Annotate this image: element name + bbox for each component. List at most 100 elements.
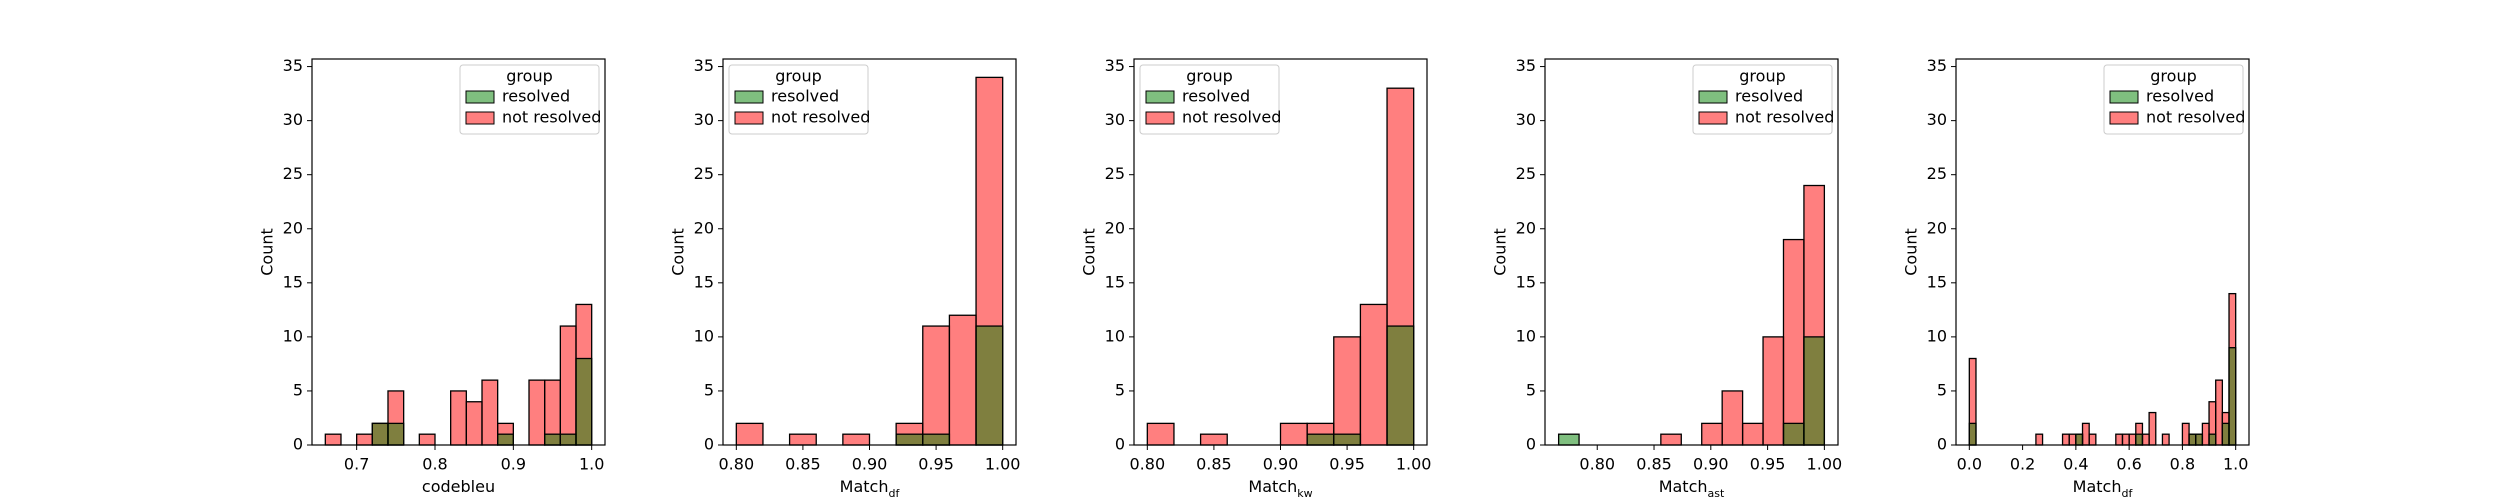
bar [559, 325, 577, 446]
y-axis-label: Count [1491, 228, 1510, 276]
bar [2181, 422, 2190, 446]
bar [481, 379, 499, 446]
y-tick-label: 20 [1105, 218, 1125, 237]
x-tick-label: 0.90 [1263, 455, 1299, 474]
y-tick-label: 5 [1115, 380, 1125, 399]
y-axis-label: Count [258, 228, 277, 276]
x-tick-label: 0.85 [1196, 455, 1232, 474]
y-tick-label: 20 [694, 218, 714, 237]
x-axis-label-main: codebleu [422, 477, 495, 496]
legend-label: not resolved [1735, 108, 1834, 127]
y-tick-label: 10 [1516, 326, 1536, 345]
x-axis-label-main: Match [840, 477, 889, 496]
y-tick-label: 35 [283, 56, 303, 75]
y-tick-label: 35 [694, 56, 714, 75]
x-tick-label: 0.2 [2010, 455, 2035, 474]
legend-box [459, 64, 600, 135]
bar [1557, 433, 1580, 446]
bar [1803, 336, 1826, 446]
y-tick-label: 10 [1927, 326, 1947, 345]
y-tick-label: 15 [1105, 272, 1125, 291]
x-axis-label-main: Match [1248, 477, 1297, 496]
x-tick-label: 1.00 [1807, 455, 1843, 474]
legend-title: group [2150, 67, 2196, 86]
legend-title: group [1739, 67, 1785, 86]
bar [2068, 433, 2077, 446]
y-tick-label: 15 [283, 272, 303, 291]
y-tick-label: 5 [1526, 380, 1536, 399]
bar [1660, 433, 1682, 446]
y-tick-label: 25 [1105, 164, 1125, 183]
legend-label: resolved [2146, 87, 2214, 106]
y-tick-label: 0 [293, 435, 303, 454]
y-tick-label: 35 [1105, 56, 1125, 75]
x-axis-label-sub: ast [1708, 487, 1725, 500]
legend-swatch [1698, 111, 1728, 125]
legend-box [2103, 64, 2244, 135]
x-tick-label: 1.00 [1396, 455, 1432, 474]
legend-title: group [1186, 67, 1232, 86]
legend-box [728, 64, 869, 135]
y-tick-label: 15 [1516, 272, 1536, 291]
x-tick-label: 0.4 [2063, 455, 2088, 474]
bar [356, 433, 373, 446]
legend-label: resolved [502, 87, 570, 106]
bar [2075, 433, 2084, 446]
x-axis-label-sub: df [888, 487, 900, 500]
legend-swatch [2109, 90, 2139, 104]
y-tick-label: 30 [694, 110, 714, 129]
legend-label: not resolved [1182, 108, 1281, 127]
x-tick-label: 0.0 [1957, 455, 1982, 474]
bar [2128, 433, 2137, 446]
bar [2221, 422, 2230, 446]
bar [788, 433, 817, 446]
x-tick-label: 0.95 [1750, 455, 1786, 474]
y-axis-label: Count [669, 228, 688, 276]
y-tick-label: 30 [1105, 110, 1125, 129]
axes-frame [311, 58, 606, 446]
y-tick-label: 20 [1516, 218, 1536, 237]
y-tick-label: 15 [694, 272, 714, 291]
bar [1306, 433, 1335, 446]
x-tick-label: 0.95 [1329, 455, 1365, 474]
bar [1762, 336, 1785, 446]
bar [2121, 433, 2130, 446]
bar [1333, 336, 1362, 446]
axes-frame [1955, 58, 2250, 446]
legend-label: not resolved [502, 108, 601, 127]
bar [948, 314, 977, 446]
axes-frame [1544, 58, 1839, 446]
legend-swatch [1698, 90, 1728, 104]
legend-box [1139, 64, 1280, 135]
x-axis-label: Matchdf [2073, 477, 2134, 500]
y-tick-label: 5 [1937, 380, 1947, 399]
bar [2195, 433, 2204, 446]
x-tick-label: 0.95 [918, 455, 954, 474]
legend-label: resolved [1182, 87, 1250, 106]
y-tick-label: 25 [1516, 164, 1536, 183]
x-tick-label: 0.8 [422, 455, 447, 474]
bar [2035, 433, 2044, 446]
y-tick-label: 5 [704, 380, 714, 399]
bar [1782, 422, 1805, 446]
x-tick-label: 0.85 [1636, 455, 1672, 474]
y-tick-label: 10 [283, 326, 303, 345]
bar [922, 325, 951, 446]
bar [2061, 433, 2070, 446]
y-tick-label: 35 [1516, 56, 1536, 75]
legend-title: group [506, 67, 552, 86]
x-tick-label: 1.00 [985, 455, 1021, 474]
bar [418, 433, 436, 446]
x-axis-label: Matchast [1659, 477, 1725, 500]
y-tick-label: 20 [283, 218, 303, 237]
legend-box [1692, 64, 1833, 135]
bar [1782, 238, 1805, 446]
x-tick-label: 0.6 [2116, 455, 2141, 474]
bar [324, 433, 342, 446]
bar [387, 422, 405, 446]
y-tick-label: 0 [1937, 435, 1947, 454]
bar [2135, 433, 2144, 446]
y-axis-label: Count [1902, 228, 1921, 276]
x-axis-label: codebleu [422, 477, 495, 496]
